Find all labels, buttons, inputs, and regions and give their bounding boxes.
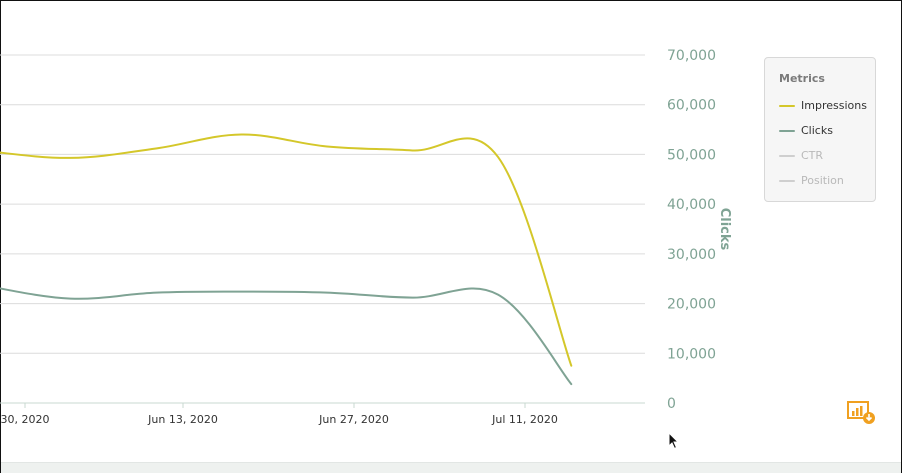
legend-swatch <box>779 154 795 157</box>
legend: Metrics Impressions Clicks CTR Position <box>764 57 876 202</box>
legend-item-position[interactable]: Position <box>779 168 875 193</box>
series-lines <box>0 133 573 386</box>
legend-items: Impressions Clicks CTR Position <box>779 93 875 193</box>
legend-swatch <box>779 129 795 132</box>
x-tick-label: Jun 27, 2020 <box>318 413 389 426</box>
gridlines <box>0 54 645 404</box>
legend-label: Clicks <box>801 124 833 137</box>
y-axis-label: Clicks <box>717 208 732 251</box>
y-tick-label: 30,000 <box>667 247 716 263</box>
y-tick-label: 40,000 <box>667 197 716 213</box>
legend-label: CTR <box>801 149 824 162</box>
x-tick-label: Jul 11, 2020 <box>491 413 558 426</box>
y-tick-label: 60,000 <box>667 98 716 114</box>
legend-swatch <box>779 179 795 182</box>
legend-item-ctr[interactable]: CTR <box>779 143 875 168</box>
y-tick-label: 0 <box>667 396 676 412</box>
y-tick-label: 50,000 <box>667 147 716 163</box>
y-axis-ticks: 0 10,000 20,000 30,000 40,000 50,000 60,000 70,… <box>667 48 716 412</box>
mouse-cursor-icon <box>668 431 680 454</box>
chart-download-icon[interactable] <box>847 399 877 427</box>
y-tick-label: 70,000 <box>667 48 716 64</box>
series-line-impressions <box>0 133 573 367</box>
y-tick-label: 10,000 <box>667 346 716 362</box>
legend-label: Impressions <box>801 99 867 112</box>
legend-label: Position <box>801 174 844 187</box>
y-tick-label: 20,000 <box>667 297 716 313</box>
x-tick-label: 30, 2020 <box>1 413 50 426</box>
legend-title: Metrics <box>779 72 825 85</box>
series-line-clicks <box>0 287 573 386</box>
legend-item-clicks[interactable]: Clicks <box>779 118 875 143</box>
panel-footer <box>1 462 901 473</box>
x-tick-label: Jun 13, 2020 <box>147 413 218 426</box>
x-axis-ticks: 30, 2020 Jun 13, 2020 Jun 27, 2020 Jul 11, … <box>1 403 558 426</box>
legend-swatch <box>779 104 795 107</box>
legend-item-impressions[interactable]: Impressions <box>779 93 875 118</box>
